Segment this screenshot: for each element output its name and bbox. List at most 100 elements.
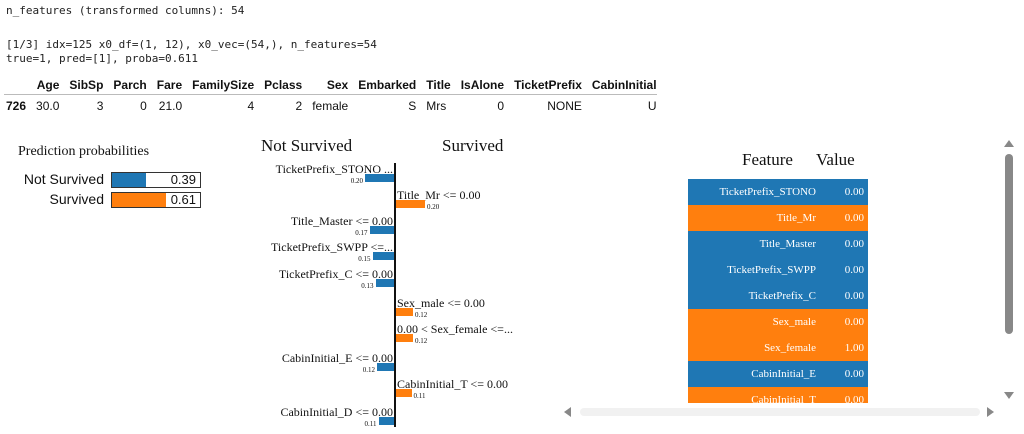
feature-name: Title_Master [759,238,816,250]
column-header: IsAlone [460,78,505,92]
table-cell: 30.0 [36,99,60,113]
column-header: Parch [113,78,147,92]
feature-value-table: TicketPrefix_STONO 0.00 Title_Mr 0.00 Title_… [688,179,868,403]
feature-label: Sex_male <= 0.00 [397,296,485,310]
feature-value: 1.00 [844,342,864,354]
feature-row: CabinInitial_T 0.00 [688,387,868,403]
feature-row: Title_Master 0.00 [688,231,868,257]
table-cell: NONE [547,99,582,113]
column-header: Embarked [358,78,417,92]
chart-axis [394,163,396,427]
class-label-not-survived: Not Survived [261,136,353,155]
feature-row: TicketPrefix_C 0.00 [688,283,868,309]
prob-value: 0.61 [170,192,196,207]
table-cell: Mrs [426,99,447,113]
table-cell: 0 [497,99,505,113]
table-cell: 2 [295,99,303,113]
feature-weight: 0.12 [415,337,428,345]
column-header: FamilySize [192,78,255,92]
feature-row: Title_Mr 0.00 [688,205,868,231]
feature-name: TicketPrefix_STONO [719,186,816,198]
horizontal-scroll-thumb[interactable] [580,408,980,416]
feature-name: CabinInitial_E [751,368,816,380]
feature-label: CabinInitial_D <= 0.00 [280,405,393,419]
feature-label: TicketPrefix_STONO ... [275,162,393,176]
feature-value: 0.00 [844,368,864,380]
column-header: CabinInitial [591,78,657,92]
feature-label: Title_Master <= 0.00 [290,214,393,228]
feature-label: CabinInitial_T <= 0.00 [397,377,508,391]
feature-bar [395,389,412,397]
feature-name: Sex_male [772,316,816,328]
prob-fill [112,173,147,187]
feature-bar [365,174,395,182]
vertical-scroll-thumb[interactable] [1005,154,1013,334]
column-header: SibSp [69,78,104,92]
feature-name: TicketPrefix_SWPP [727,264,816,276]
log-line-prediction: true=1, pred=[1], proba=0.611 [6,52,199,65]
dataframe-header-row: Age SibSp Parch Fare FamilySize Pclass Sex Emba… [4,76,657,95]
feature-weight: 0.11 [364,420,377,428]
table-cell: 4 [247,99,255,113]
feature-bar [369,226,395,234]
table-cell: S [408,99,417,113]
column-header: TicketPrefix [514,78,582,92]
column-header [4,76,26,95]
class-label-survived: Survived [442,136,504,155]
feature-bar [372,252,395,260]
column-header: Title [426,78,451,92]
feature-name: Title_Mr [776,212,816,224]
feature-row: Sex_male 0.00 [688,309,868,335]
feature-name: CabinInitial_T [751,394,816,403]
vertical-scrollbar[interactable] [1000,136,1022,410]
feature-label: CabinInitial_E <= 0.00 [281,351,393,365]
column-header: Age [36,78,60,92]
feature-row: Sex_female 1.00 [688,335,868,361]
feature-weight: 0.12 [362,366,375,374]
feature-value: 0.00 [844,186,864,198]
prob-fill [112,193,166,207]
feature-row: TicketPrefix_STONO 0.00 [688,179,868,205]
feature-bar [395,200,425,208]
feature-row: TicketPrefix_SWPP 0.00 [688,257,868,283]
table-cell: female [312,99,349,113]
feature-bar [375,279,395,287]
feature-weight: 0.11 [413,392,426,400]
prob-bar: 0.61 [111,192,201,208]
log-line-features: n_features (transformed columns): 54 [6,4,245,17]
feature-label: Title_Mr <= 0.00 [397,188,481,202]
feature-value: 0.00 [844,212,864,224]
feature-weight: 0.20 [427,203,440,211]
feature-value: 0.00 [844,264,864,276]
feature-label: TicketPrefix_C <= 0.00 [278,267,393,281]
prediction-probabilities-title: Prediction probabilities [18,144,150,159]
prob-label: Not Survived [23,171,104,187]
row-index: 726 [6,99,27,113]
feature-weight: 0.20 [350,177,363,185]
feature-bar [395,334,413,342]
scroll-left-arrow-icon[interactable] [564,407,571,417]
feature-bar [377,363,395,371]
feature-value: 0.00 [844,238,864,250]
scroll-right-arrow-icon[interactable] [987,407,994,417]
scroll-down-arrow-icon[interactable] [1004,392,1014,399]
horizontal-scrollbar[interactable] [560,402,1000,422]
feature-bar [395,308,413,316]
prob-bar: 0.39 [111,172,201,188]
feature-value: 0.00 [844,316,864,328]
feature-row: CabinInitial_E 0.00 [688,361,868,387]
prob-value: 0.39 [170,172,196,187]
feature-name: Sex_female [764,342,816,354]
feature-name: TicketPrefix_C [748,290,816,302]
scroll-up-arrow-icon[interactable] [1004,140,1014,147]
feature-label: TicketPrefix_SWPP <=... [271,240,393,254]
column-header: Sex [326,78,349,92]
feature-weight: 0.17 [355,229,368,237]
table-cell: 0 [140,99,147,113]
feature-value: 0.00 [844,394,864,403]
feature-weight: 0.15 [358,255,371,263]
feature-bar [378,417,395,425]
sample-dataframe: Age SibSp Parch Fare FamilySize Pclass Sex Emba… [4,76,657,117]
column-header: Fare [156,78,183,92]
prob-label: Survived [49,191,104,207]
